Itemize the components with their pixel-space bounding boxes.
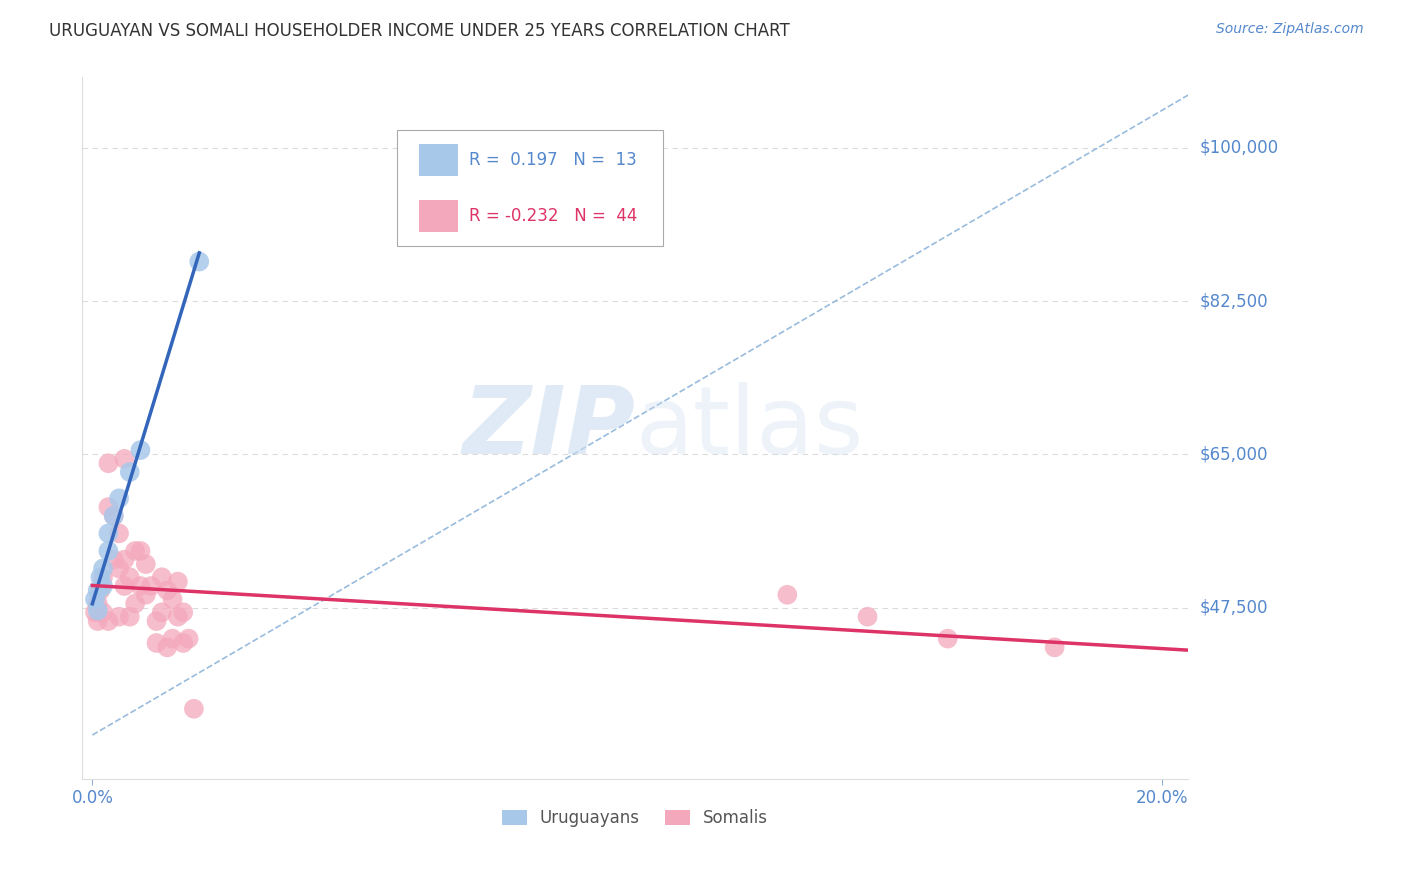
Point [776, 588, 799, 602]
Point [124, 597, 146, 611]
Point [97, 500, 120, 514]
Text: $82,500: $82,500 [1199, 292, 1268, 310]
Text: R = -0.232   N =  44: R = -0.232 N = 44 [470, 207, 637, 225]
Point [97, 526, 120, 541]
Point [177, 632, 200, 646]
Point [1043, 640, 1066, 655]
Point [145, 636, 167, 650]
Text: URUGUAYAN VS SOMALI HOUSEHOLDER INCOME UNDER 25 YEARS CORRELATION CHART: URUGUAYAN VS SOMALI HOUSEHOLDER INCOME U… [49, 22, 790, 40]
Text: Source: ZipAtlas.com: Source: ZipAtlas.com [1216, 22, 1364, 37]
Point [145, 614, 167, 628]
Text: $100,000: $100,000 [1199, 138, 1278, 157]
Point [156, 640, 179, 655]
Point [91, 579, 114, 593]
Point [150, 605, 173, 619]
Text: ZIP: ZIP [463, 382, 636, 475]
Point [84, 605, 107, 619]
Point [129, 579, 152, 593]
Point [86, 583, 108, 598]
Point [86, 603, 108, 617]
Point [108, 526, 131, 541]
Point [89, 583, 111, 598]
Point [129, 544, 152, 558]
Point [108, 491, 131, 506]
Point [156, 583, 179, 598]
Point [118, 465, 141, 479]
Point [129, 443, 152, 458]
Point [162, 592, 184, 607]
Point [89, 570, 111, 584]
Point [108, 609, 131, 624]
Point [856, 609, 879, 624]
Point [91, 570, 114, 584]
Point [167, 574, 190, 589]
Bar [419, 145, 458, 176]
Point [86, 597, 108, 611]
Point [124, 544, 146, 558]
Text: atlas: atlas [636, 382, 863, 475]
Point [112, 552, 135, 566]
Point [91, 561, 114, 575]
Point [91, 605, 114, 619]
Point [97, 614, 120, 628]
Point [172, 605, 194, 619]
Point [183, 702, 205, 716]
Point [162, 632, 184, 646]
Point [84, 592, 107, 607]
FancyBboxPatch shape [396, 130, 662, 246]
Point [97, 456, 120, 470]
Text: $47,500: $47,500 [1199, 599, 1268, 617]
Point [103, 552, 125, 566]
Legend: Uruguayans, Somalis: Uruguayans, Somalis [495, 803, 775, 834]
Point [103, 508, 125, 523]
Point [135, 588, 157, 602]
Point [141, 579, 163, 593]
Point [150, 570, 173, 584]
Text: $65,000: $65,000 [1199, 445, 1268, 464]
Point [108, 561, 131, 575]
Point [188, 254, 211, 268]
Point [135, 557, 157, 571]
Point [112, 451, 135, 466]
Point [112, 579, 135, 593]
Point [118, 570, 141, 584]
Point [167, 609, 190, 624]
Point [172, 636, 194, 650]
Point [97, 544, 120, 558]
Text: R =  0.197   N =  13: R = 0.197 N = 13 [470, 151, 637, 169]
Point [86, 614, 108, 628]
Point [936, 632, 959, 646]
Bar [419, 200, 458, 232]
Point [118, 609, 141, 624]
Point [103, 508, 125, 523]
